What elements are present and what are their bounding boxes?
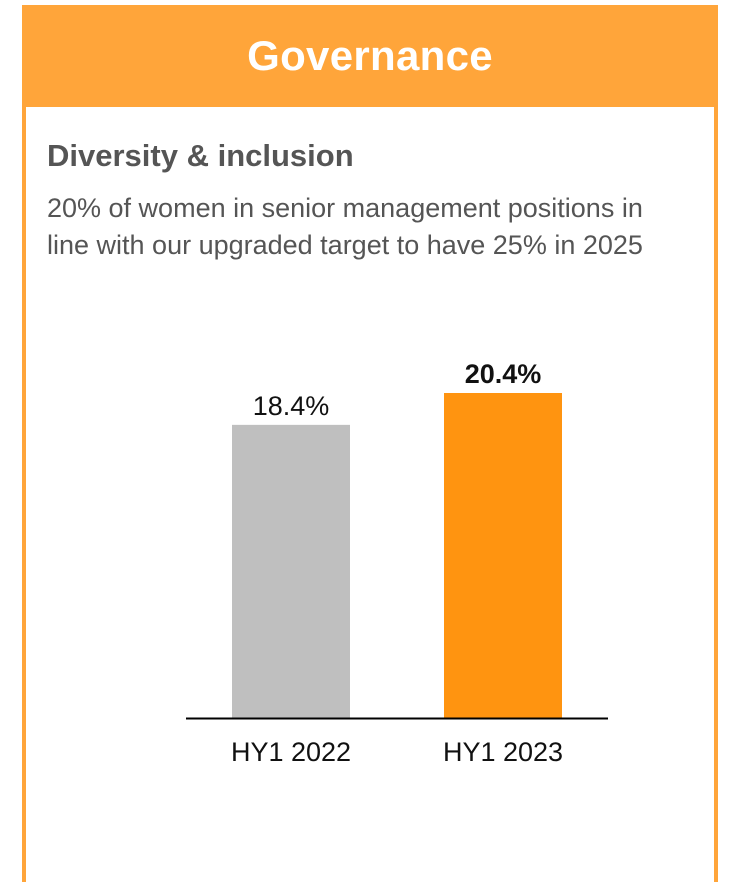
card-header: Governance [22, 5, 718, 107]
value-label: 20.4% [465, 359, 542, 389]
section-title: Diversity & inclusion [47, 138, 354, 173]
value-label: 18.4% [253, 391, 330, 421]
header-title: Governance [247, 32, 493, 79]
x-tick-label: HY1 2022 [231, 737, 351, 767]
bars-group [232, 393, 562, 718]
labels-group: 18.4% HY1 2022 20.4% HY1 2023 [231, 359, 563, 767]
section-description: 20% of women in senior management positi… [47, 193, 643, 260]
x-tick-label: HY1 2023 [443, 737, 563, 767]
bar-hy1-2023 [444, 393, 562, 718]
bar-hy1-2022 [232, 424, 350, 718]
